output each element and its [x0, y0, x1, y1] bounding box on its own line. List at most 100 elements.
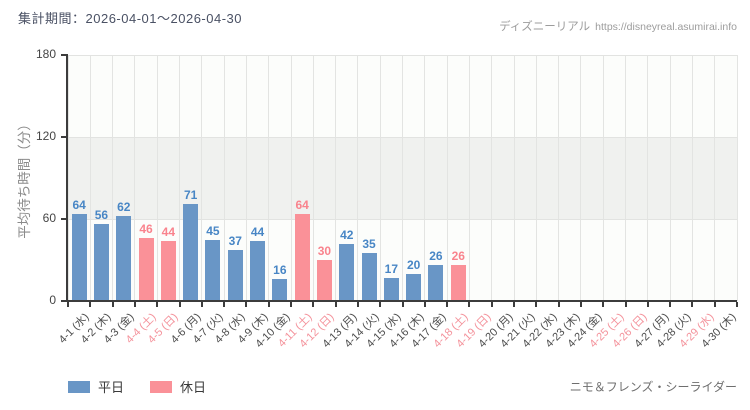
bar-4-6[interactable] [183, 203, 199, 301]
bar-value-label: 30 [317, 244, 332, 258]
bar-4-10[interactable] [272, 279, 288, 301]
bar-value-label: 44 [250, 224, 265, 239]
vertical-gridline [468, 55, 470, 301]
x-tick-mark [111, 302, 114, 307]
x-tick-mark [468, 302, 471, 307]
bar-4-9[interactable] [250, 240, 266, 301]
legend-swatch-holiday-icon [150, 380, 173, 393]
x-tick-mark [713, 302, 716, 307]
vertical-gridline [647, 55, 649, 301]
vertical-gridline [156, 55, 158, 301]
bar-value-label: 45 [206, 223, 220, 238]
vertical-gridline [89, 55, 91, 301]
bar-4-14[interactable] [361, 253, 377, 301]
bar-4-7[interactable] [205, 239, 221, 301]
x-axis-line [66, 300, 737, 302]
legend-label-holiday: 休日 [180, 380, 207, 395]
vertical-gridline [245, 55, 247, 301]
y-axis-title: 平均待ち時間（分） [17, 117, 32, 239]
bar-4-15[interactable] [383, 277, 399, 301]
vertical-gridline [402, 55, 403, 301]
vertical-gridline [134, 55, 136, 301]
y-tick-mark [61, 54, 67, 56]
plot-area: 64 56 62 46 44 71 45 37 44 16 64 30 42 35 17 20 26 26 [67, 55, 738, 301]
x-tick-mark [89, 302, 92, 307]
bar-value-label: 56 [94, 208, 109, 223]
site-name: ディズニーリアル [499, 21, 591, 33]
y-axis-line [66, 54, 68, 302]
horizontal-gridline [68, 219, 737, 220]
bar-value-label: 71 [183, 187, 198, 202]
bar-4-1[interactable] [71, 213, 87, 301]
x-tick-mark [423, 302, 426, 307]
x-tick-mark [490, 302, 493, 307]
vertical-gridline [714, 55, 716, 301]
bar-4-16[interactable] [406, 273, 422, 301]
vertical-gridline [491, 55, 493, 301]
y-tick-label: 120 [35, 129, 56, 143]
vertical-gridline [446, 55, 448, 301]
y-tick-mark [61, 136, 67, 138]
x-tick-mark [513, 302, 515, 307]
x-tick-mark [379, 302, 382, 307]
bar-value-label: 64 [295, 197, 309, 212]
period-label: 集計期間：2026-04-01～2026-04-30 [18, 11, 242, 26]
vertical-gridline [379, 55, 381, 301]
vertical-gridline [112, 55, 114, 301]
x-tick-mark [267, 302, 270, 307]
bar-4-8[interactable] [227, 250, 243, 301]
legend-item-weekday[interactable]: 平日 [68, 377, 124, 396]
x-tick-mark [67, 302, 69, 307]
legend-swatch-weekday-icon [68, 380, 90, 393]
x-tick-mark [290, 302, 292, 307]
vertical-gridline [736, 55, 738, 301]
x-tick-mark [557, 302, 560, 307]
vertical-gridline [357, 55, 359, 301]
legend-item-holiday[interactable]: 休日 [150, 377, 206, 396]
vertical-gridline [535, 55, 537, 301]
x-tick-mark [178, 302, 181, 307]
bar-4-5[interactable] [160, 240, 176, 301]
x-tick-mark [245, 302, 248, 307]
vertical-gridline [625, 55, 626, 301]
x-tick-mark [624, 302, 627, 307]
x-tick-mark [669, 302, 672, 307]
vertical-gridline [691, 55, 693, 301]
vertical-gridline [335, 55, 337, 301]
y-tick-mark [61, 300, 67, 302]
attraction-name: ニモ＆フレンズ・シーライダー [569, 380, 737, 394]
bar-value-label: 16 [273, 263, 287, 278]
bar-4-12[interactable] [316, 260, 332, 301]
horizontal-gridline [68, 137, 737, 138]
site-watermark: ディズニーリアル https://disneyreal.asumirai.info [499, 18, 737, 34]
horizontal-gridline [68, 55, 737, 56]
x-tick-mark [356, 302, 359, 307]
x-tick-mark [446, 302, 449, 307]
legend-label-weekday: 平日 [98, 380, 125, 395]
vertical-gridline [223, 55, 225, 301]
y-tick-label: 180 [35, 47, 56, 61]
bar-4-3[interactable] [116, 216, 132, 301]
vertical-gridline [268, 55, 270, 301]
x-tick-mark [579, 302, 582, 307]
bar-value-label: 37 [228, 234, 242, 249]
vertical-gridline [201, 55, 203, 301]
vertical-gridline [67, 55, 69, 301]
vertical-gridline [312, 55, 314, 301]
bar-4-4[interactable] [138, 238, 154, 301]
x-tick-mark [223, 302, 226, 307]
bar-value-label: 42 [340, 227, 354, 242]
x-tick-mark [312, 302, 315, 307]
y-tick-label: 60 [42, 211, 56, 225]
bar-4-11[interactable] [294, 213, 310, 301]
x-tick-mark [133, 302, 136, 307]
site-url: https://disneyreal.asumirai.info [595, 21, 737, 33]
vertical-gridline [669, 55, 671, 301]
bar-4-18[interactable] [450, 265, 466, 301]
x-tick-mark [156, 302, 159, 307]
vertical-gridline [602, 55, 604, 301]
bar-4-13[interactable] [339, 243, 355, 301]
vertical-gridline [513, 55, 515, 301]
bar-4-2[interactable] [93, 224, 109, 301]
bar-4-17[interactable] [428, 265, 444, 301]
